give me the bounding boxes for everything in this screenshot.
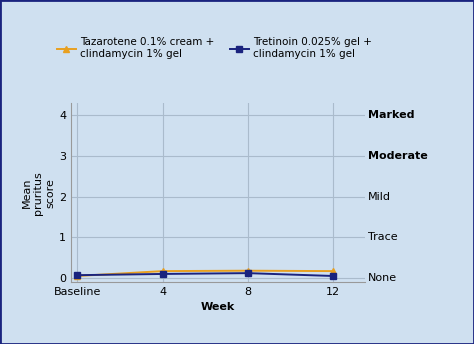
Tretinoin 0.025% gel +
clindamycin 1% gel — [245, 271, 251, 275]
Text: Marked: Marked — [368, 110, 414, 120]
Text: Moderate: Moderate — [368, 151, 428, 161]
Tretinoin 0.025% gel +
clindamycin 1% gel — [74, 273, 80, 277]
Line: Tazarotene 0.1% cream +
clindamycin 1% gel: Tazarotene 0.1% cream + clindamycin 1% g… — [74, 267, 337, 279]
Text: None: None — [368, 273, 397, 283]
Tazarotene 0.1% cream +
clindamycin 1% gel — [160, 269, 165, 273]
Tazarotene 0.1% cream +
clindamycin 1% gel — [245, 269, 251, 273]
Tazarotene 0.1% cream +
clindamycin 1% gel — [74, 274, 80, 278]
Tretinoin 0.025% gel +
clindamycin 1% gel — [330, 274, 336, 278]
Text: Trace: Trace — [368, 232, 398, 243]
Line: Tretinoin 0.025% gel +
clindamycin 1% gel: Tretinoin 0.025% gel + clindamycin 1% ge… — [74, 270, 336, 279]
Legend: Tazarotene 0.1% cream +
clindamycin 1% gel, Tretinoin 0.025% gel +
clindamycin 1: Tazarotene 0.1% cream + clindamycin 1% g… — [53, 33, 376, 63]
Text: Mild: Mild — [368, 192, 391, 202]
Tretinoin 0.025% gel +
clindamycin 1% gel — [160, 272, 165, 276]
X-axis label: Week: Week — [201, 302, 235, 312]
Y-axis label: Mean
pruritus
score: Mean pruritus score — [22, 171, 55, 215]
Tazarotene 0.1% cream +
clindamycin 1% gel — [330, 269, 336, 273]
